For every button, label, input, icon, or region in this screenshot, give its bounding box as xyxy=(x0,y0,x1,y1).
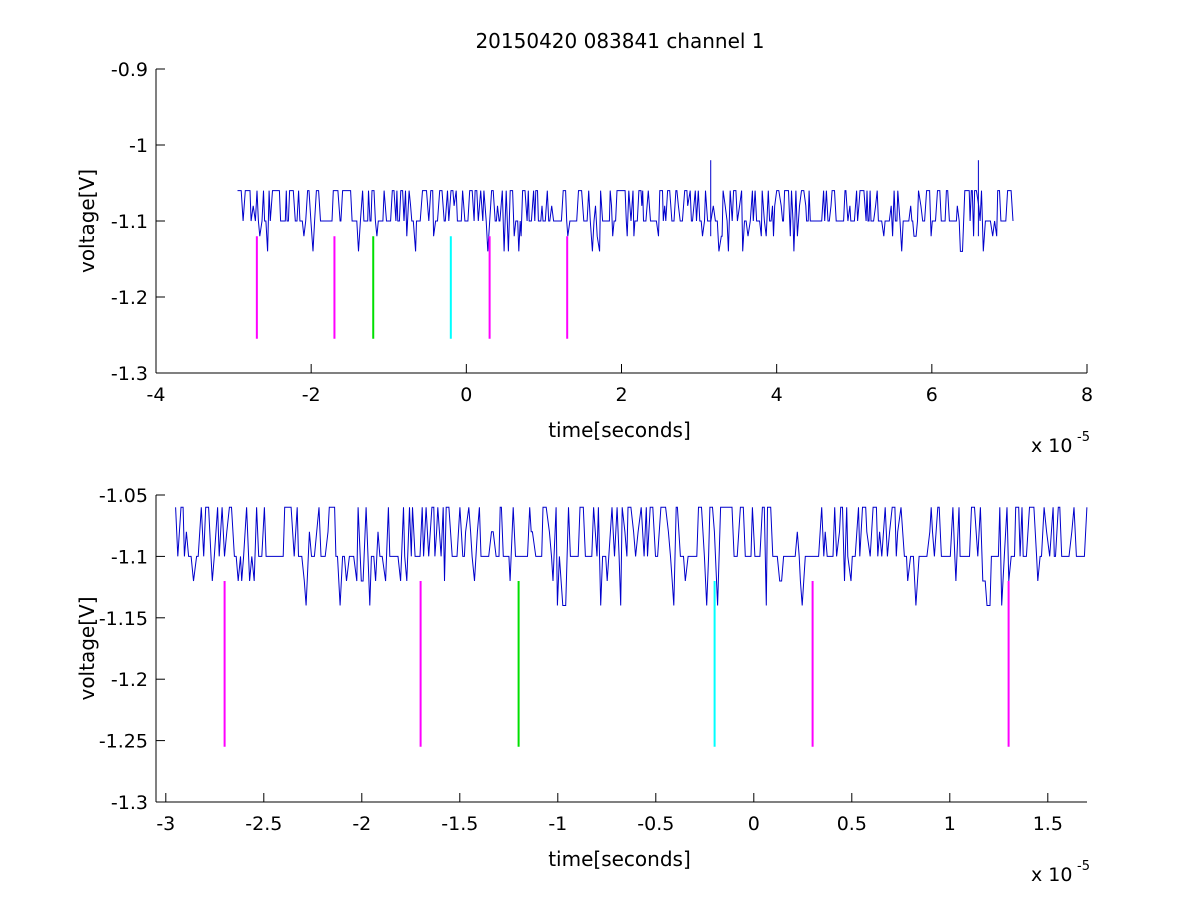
y-tick-label: -1 xyxy=(129,135,148,157)
x-tick-label: 0.5 xyxy=(837,813,867,835)
y-tick-label: -1.1 xyxy=(111,211,148,233)
y-tick-label: -1.25 xyxy=(99,731,148,753)
y-tick-label: -1.1 xyxy=(111,546,148,568)
x-tick-label: 0 xyxy=(460,384,472,406)
y-axis-label: voltage[V] xyxy=(75,169,99,273)
x-tick-label: -1.5 xyxy=(441,813,478,835)
x-tick-label: -2 xyxy=(302,384,321,406)
x-tick-label: 8 xyxy=(1081,384,1093,406)
x-axis-label: time[seconds] xyxy=(548,847,691,871)
x-tick-label: -0.5 xyxy=(637,813,674,835)
y-tick-label: -1.2 xyxy=(111,669,148,691)
y-axis-label: voltage[V] xyxy=(75,596,99,700)
x-tick-label: 0 xyxy=(748,813,760,835)
x-tick-label: -4 xyxy=(147,384,166,406)
chart-title: 20150420 083841 channel 1 xyxy=(475,29,764,53)
bottom-axes: -3 -2.5 -2 -1.5 -1 -0.5 0 0.5 1 1.5 -1.3 -1.25 -1.2 -… xyxy=(75,485,1090,886)
x-tick-label: 1 xyxy=(944,813,956,835)
x-exponent-label: x 10 xyxy=(1031,864,1072,886)
x-tick-label: 2 xyxy=(615,384,627,406)
y-tick-label: -1.05 xyxy=(99,485,148,507)
top-axes: -4 -2 0 2 4 6 8 -1.3 -1.2 -1.1 -1 -0.9 time[seconds]… xyxy=(75,59,1093,457)
voltage-trace xyxy=(237,190,1014,252)
y-tick-label: -0.9 xyxy=(111,59,148,81)
x-tick-label: 6 xyxy=(926,384,938,406)
x-tick-label: -2 xyxy=(352,813,371,835)
y-tick-label: -1.15 xyxy=(99,608,148,630)
y-tick-label: -1.3 xyxy=(111,363,148,385)
x-exponent-value: -5 xyxy=(1077,859,1090,874)
voltage-trace xyxy=(175,506,1088,606)
x-tick-label: -2.5 xyxy=(245,813,282,835)
x-tick-label: -1 xyxy=(548,813,567,835)
x-tick-label: 1.5 xyxy=(1033,813,1063,835)
x-exponent-value: -5 xyxy=(1077,430,1090,445)
y-tick-label: -1.3 xyxy=(111,792,148,814)
x-exponent-label: x 10 xyxy=(1031,435,1072,457)
y-tick-label: -1.2 xyxy=(111,287,148,309)
x-tick-label: -3 xyxy=(156,813,175,835)
x-tick-label: 4 xyxy=(771,384,783,406)
x-axis-label: time[seconds] xyxy=(548,418,691,442)
